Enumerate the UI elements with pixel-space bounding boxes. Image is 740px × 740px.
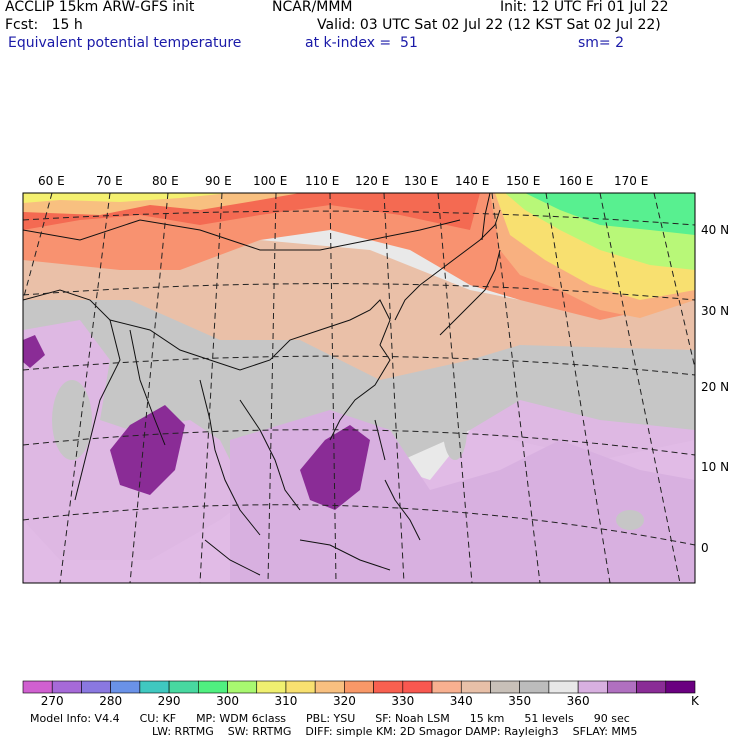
lat-label: 20 N <box>701 380 729 394</box>
colorbar-swatch <box>285 680 316 694</box>
colorbar-swatch <box>168 680 199 694</box>
footer-res: 15 km <box>469 712 505 725</box>
colorbar-swatch <box>51 680 82 694</box>
colorbar-ticks: 270 280 290 300 310 320 330 340 350 360 <box>41 694 590 708</box>
colorbar-tick-label: 280 <box>99 694 122 708</box>
lat-label: 10 N <box>701 460 729 474</box>
colorbar-tick-label: 320 <box>333 694 356 708</box>
footer-sf: SF: Noah LSM <box>375 712 450 725</box>
center-label: NCAR/MMM <box>272 0 353 15</box>
colorbar-tick-label: 270 <box>41 694 64 708</box>
colorbar-swatch <box>81 680 111 694</box>
lon-label: 70 E <box>96 174 123 188</box>
footer-pbl: PBL: YSU <box>306 712 356 725</box>
colorbar-swatch <box>344 680 374 694</box>
lon-label: 130 E <box>404 174 438 188</box>
footer-sw: SW: RRTMG <box>227 725 292 738</box>
lon-label: 140 E <box>455 174 489 188</box>
lon-label: 120 E <box>355 174 389 188</box>
forecast-hour: Fcst: 15 h <box>5 17 83 33</box>
colorbar-swatch <box>460 680 491 694</box>
colorbar-swatch <box>139 680 170 694</box>
footer-dt: 90 sec <box>593 712 630 725</box>
latitude-labels: 40 N 30 N 20 N 10 N 0 <box>701 223 729 555</box>
colorbar-swatch <box>256 680 287 694</box>
colorbar-swatch <box>110 680 141 694</box>
init-time: Init: 12 UTC Fri 01 Jul 22 <box>500 0 669 15</box>
footer-line-1: Model Info: V4.4 CU: KF MP: WDM 6class PBL:… <box>30 713 650 725</box>
footer-lw: LW: RRTMG <box>152 725 214 738</box>
colorbar-swatch <box>22 680 53 694</box>
colorbar-swatches <box>22 680 696 694</box>
lon-label: 160 E <box>559 174 593 188</box>
footer-diff: DIFF: simple KM: 2D Smagor DAMP: Rayleig… <box>305 725 559 738</box>
colorbar-tick-label: 360 <box>567 694 590 708</box>
colorbar-tick-label: 310 <box>275 694 298 708</box>
lon-label: 150 E <box>506 174 540 188</box>
graticule <box>23 193 695 583</box>
theta-e-field <box>23 193 695 583</box>
lon-label: 60 E <box>38 174 65 188</box>
colorbar-swatch <box>198 680 228 694</box>
colorbar-tick-label: 330 <box>391 694 414 708</box>
footer-sflay: SFLAY: MM5 <box>572 725 638 738</box>
colorbar-swatch <box>577 680 608 694</box>
lat-label: 40 N <box>701 223 729 237</box>
smoothing-label: sm= 2 <box>578 35 625 51</box>
lon-label: 110 E <box>305 174 339 188</box>
map-panel: 60 E 70 E 80 E 90 E 100 E 110 E 120 E 130 E 140 … <box>22 174 729 584</box>
lon-label: 90 E <box>205 174 232 188</box>
footer-mp: MP: WDM 6class <box>196 712 287 725</box>
colorbar-swatch <box>431 680 462 694</box>
model-title: ACCLIP 15km ARW-GFS init <box>5 0 195 15</box>
footer-line-2: LW: RRTMG SW: RRTMG DIFF: simple KM: 2D Sm… <box>152 726 651 738</box>
map-frame <box>22 192 696 584</box>
field-name: Equivalent potential temperature <box>8 35 242 51</box>
lat-label: 30 N <box>701 304 729 318</box>
colorbar-swatch <box>402 680 433 694</box>
colorbar-swatch <box>636 680 667 694</box>
footer-model_info: Model Info: V4.4 <box>30 712 120 725</box>
lon-label: 170 E <box>614 174 648 188</box>
colorbar-swatch <box>665 680 696 694</box>
colorbar-swatch <box>227 680 258 694</box>
colorbar-swatch <box>519 680 550 694</box>
colorbar-swatch <box>314 680 345 694</box>
colorbar-tick-label: 290 <box>158 694 181 708</box>
colorbar-tick-label: 340 <box>450 694 473 708</box>
level-label: at k-index = 51 <box>305 35 418 51</box>
colorbar-swatch <box>490 680 520 694</box>
colorbar-tick-label: 350 <box>508 694 531 708</box>
colorbar-swatch <box>607 680 637 694</box>
colorbar-unit: K <box>691 694 700 708</box>
footer-levels: 51 levels <box>524 712 574 725</box>
footer-cu: CU: KF <box>139 712 177 725</box>
colorbar-tick-label: 300 <box>216 694 239 708</box>
colorbar-swatch <box>373 680 404 694</box>
lon-label: 80 E <box>152 174 179 188</box>
lon-label: 100 E <box>253 174 287 188</box>
lat-label: 0 <box>701 541 709 555</box>
valid-time: Valid: 03 UTC Sat 02 Jul 22 (12 KST Sat … <box>317 17 661 33</box>
longitude-labels: 60 E 70 E 80 E 90 E 100 E 110 E 120 E 130 E 140 … <box>38 174 648 188</box>
colorbar-swatch <box>548 680 579 694</box>
